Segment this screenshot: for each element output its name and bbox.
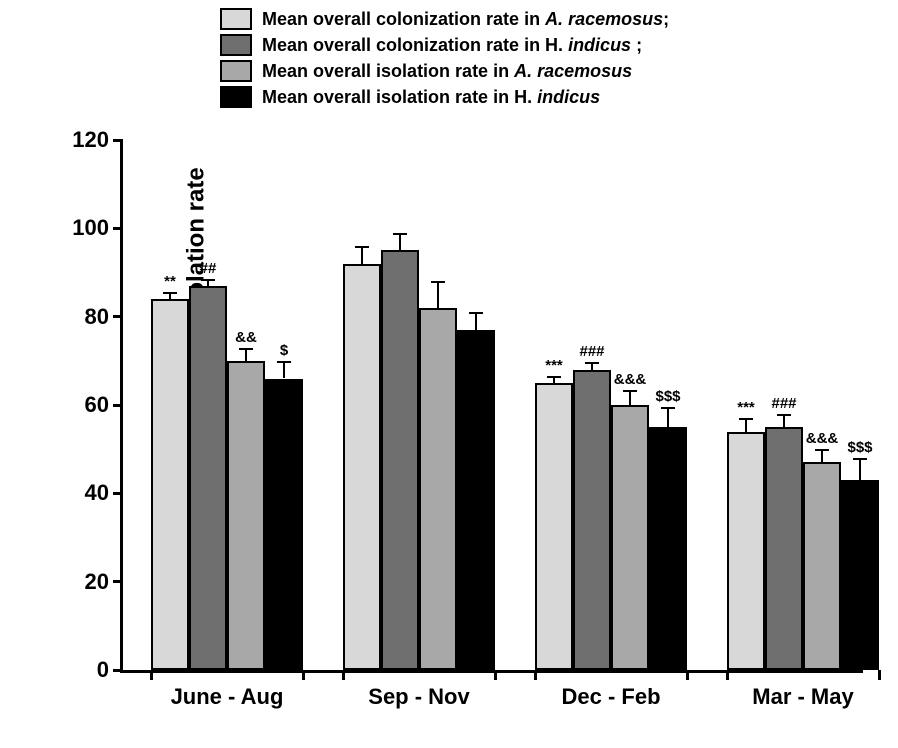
x-tick: [534, 670, 537, 680]
significance-label: ###: [579, 343, 604, 360]
x-tick: [342, 670, 345, 680]
legend-label: Mean overall isolation rate in H. indicu…: [262, 87, 600, 108]
y-tick: [113, 580, 123, 583]
significance-label: $: [280, 342, 288, 359]
y-tick-label: 100: [72, 215, 109, 241]
legend-label: Mean overall isolation rate in A. racemo…: [262, 61, 632, 82]
significance-label: $$$: [655, 388, 680, 405]
bar: [727, 432, 765, 671]
error-cap: [547, 376, 561, 378]
legend-item: Mean overall colonization rate in H. ind…: [220, 34, 669, 56]
y-tick: [113, 404, 123, 407]
bar: [265, 379, 303, 671]
significance-label: &&&: [614, 371, 647, 388]
significance-label: ###: [771, 395, 796, 412]
error-cap: [739, 418, 753, 420]
error-cap: [585, 362, 599, 364]
error-cap: [393, 233, 407, 235]
significance-label: &&&: [806, 430, 839, 447]
error-bar: [629, 390, 631, 405]
y-tick: [113, 669, 123, 672]
bar: [611, 405, 649, 670]
error-bar: [475, 312, 477, 330]
bar: [573, 370, 611, 670]
plot-area: 020406080100120**##&&$June - AugSep - No…: [120, 140, 863, 673]
bar: [381, 250, 419, 670]
bar: [457, 330, 495, 670]
legend-swatch: [220, 86, 252, 108]
legend-label: Mean overall colonization rate in H. ind…: [262, 35, 642, 56]
y-tick: [113, 492, 123, 495]
error-cap: [355, 246, 369, 248]
error-cap: [661, 407, 675, 409]
legend-swatch: [220, 8, 252, 30]
x-category-label: Dec - Feb: [561, 684, 660, 710]
chart-container: Mean overall colonization rate in A. rac…: [0, 0, 898, 748]
x-tick: [302, 670, 305, 680]
y-tick-label: 40: [85, 480, 109, 506]
x-category-label: Mar - May: [752, 684, 853, 710]
bar: [227, 361, 265, 670]
error-bar: [361, 246, 363, 264]
error-cap: [163, 292, 177, 294]
y-tick: [113, 227, 123, 230]
legend-label: Mean overall colonization rate in A. rac…: [262, 9, 669, 30]
significance-label: $$$: [847, 439, 872, 456]
x-category-label: Sep - Nov: [368, 684, 469, 710]
x-tick: [726, 670, 729, 680]
y-tick-label: 20: [85, 569, 109, 595]
y-tick-label: 80: [85, 304, 109, 330]
y-tick-label: 120: [72, 127, 109, 153]
significance-label: ##: [200, 260, 217, 277]
bar: [343, 264, 381, 670]
x-tick: [686, 670, 689, 680]
bar: [151, 299, 189, 670]
y-tick: [113, 315, 123, 318]
error-cap: [815, 449, 829, 451]
bar: [803, 462, 841, 670]
bar: [535, 383, 573, 670]
significance-label: ***: [737, 399, 755, 416]
error-cap: [623, 390, 637, 392]
y-tick: [113, 139, 123, 142]
legend-item: Mean overall isolation rate in A. racemo…: [220, 60, 669, 82]
bar: [765, 427, 803, 670]
bar: [419, 308, 457, 670]
error-bar: [283, 361, 285, 379]
significance-label: ***: [545, 357, 563, 374]
error-bar: [859, 458, 861, 480]
x-tick: [494, 670, 497, 680]
legend: Mean overall colonization rate in A. rac…: [220, 8, 669, 112]
error-cap: [853, 458, 867, 460]
y-tick-label: 60: [85, 392, 109, 418]
legend-item: Mean overall colonization rate in A. rac…: [220, 8, 669, 30]
error-cap: [201, 279, 215, 281]
bar: [841, 480, 879, 670]
y-tick-label: 0: [97, 657, 109, 683]
x-tick: [150, 670, 153, 680]
x-tick: [878, 670, 881, 680]
error-bar: [667, 407, 669, 427]
error-cap: [239, 348, 253, 350]
bar: [649, 427, 687, 670]
error-cap: [469, 312, 483, 314]
significance-label: **: [164, 273, 176, 290]
legend-swatch: [220, 60, 252, 82]
legend-swatch: [220, 34, 252, 56]
bar: [189, 286, 227, 670]
error-cap: [277, 361, 291, 363]
error-bar: [399, 233, 401, 251]
error-cap: [431, 281, 445, 283]
error-bar: [437, 281, 439, 308]
significance-label: &&: [235, 329, 257, 346]
x-category-label: June - Aug: [171, 684, 284, 710]
legend-item: Mean overall isolation rate in H. indicu…: [220, 86, 669, 108]
error-cap: [777, 414, 791, 416]
